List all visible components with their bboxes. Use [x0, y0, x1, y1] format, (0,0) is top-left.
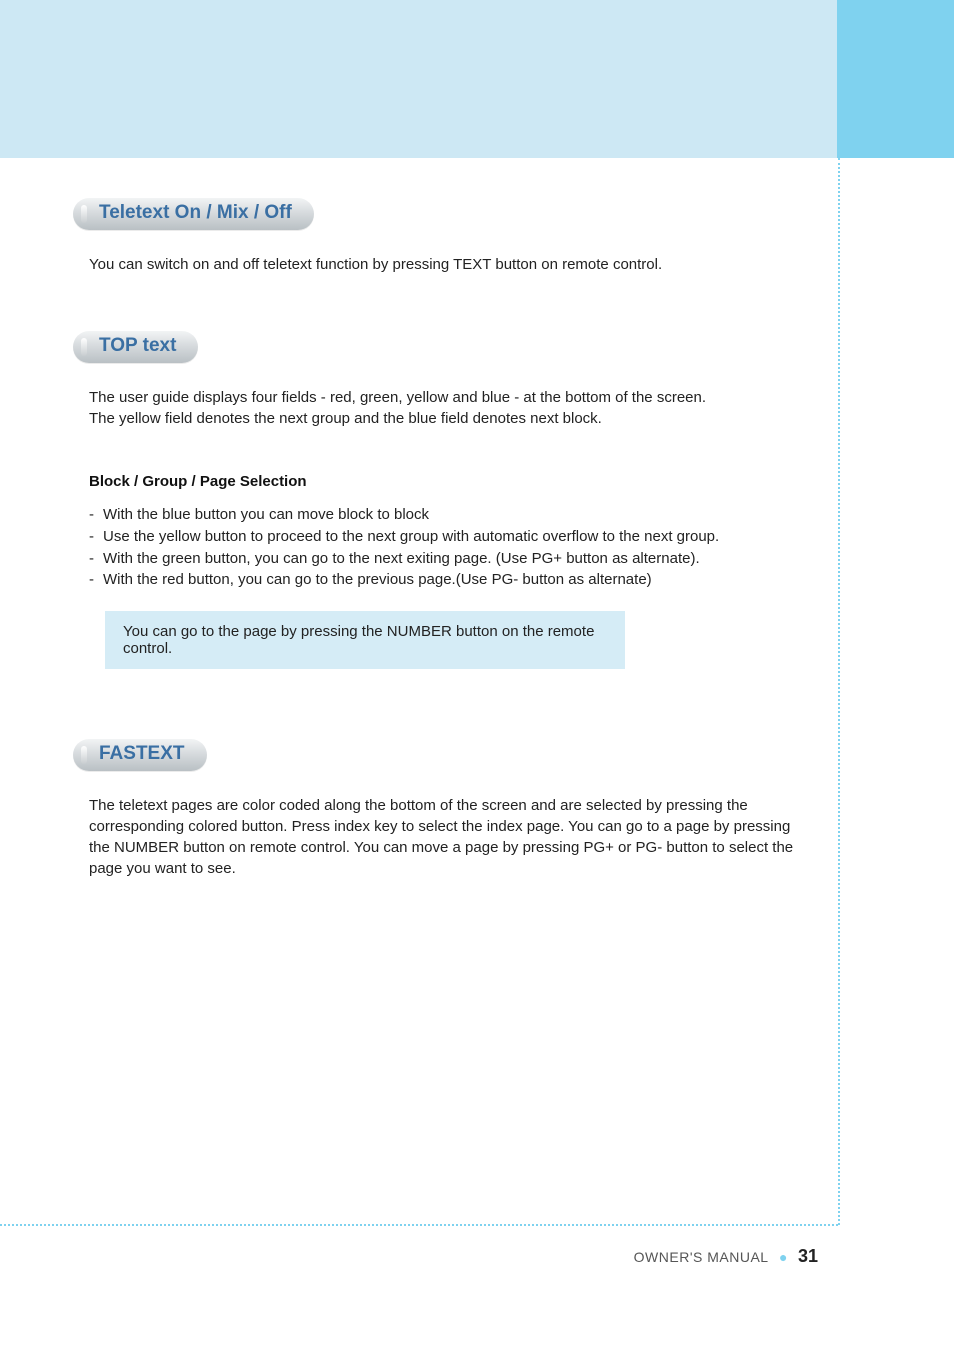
footer-bullet-icon: ●: [773, 1249, 793, 1265]
callout-box: You can go to the page by pressing the N…: [105, 611, 625, 669]
paragraph-line: The user guide displays four fields - re…: [89, 387, 813, 408]
bullet-list: With the blue button you can move block …: [89, 504, 813, 591]
top-banner: [0, 0, 954, 158]
page-footer: OWNER'S MANUAL ● 31: [0, 1246, 838, 1267]
list-item: Use the yellow button to proceed to the …: [89, 526, 813, 548]
section-heading-pill: FASTEXT: [73, 739, 207, 771]
list-item: With the red button, you can go to the p…: [89, 569, 813, 591]
footer-label: OWNER'S MANUAL: [634, 1249, 769, 1265]
page-content: Teletext On / Mix / Off You can switch o…: [73, 198, 813, 935]
footer-page-number: 31: [798, 1246, 818, 1266]
section-paragraph: The teletext pages are color coded along…: [89, 795, 813, 879]
section-teletext-on-mix-off: Teletext On / Mix / Off You can switch o…: [73, 198, 813, 275]
section-paragraph: The user guide displays four fields - re…: [89, 387, 813, 429]
section-heading-pill: Teletext On / Mix / Off: [73, 198, 314, 230]
sub-heading: Block / Group / Page Selection: [89, 473, 813, 490]
dotted-border-bottom: [0, 1224, 838, 1226]
section-fastext: FASTEXT The teletext pages are color cod…: [73, 739, 813, 879]
list-item: With the blue button you can move block …: [89, 504, 813, 526]
section-top-text: TOP text The user guide displays four fi…: [73, 331, 813, 669]
section-heading-pill: TOP text: [73, 331, 198, 363]
list-item: With the green button, you can go to the…: [89, 548, 813, 570]
dotted-border-right: [838, 158, 840, 1225]
paragraph-line: The yellow field denotes the next group …: [89, 408, 813, 429]
right-accent-strip: [837, 0, 954, 158]
section-paragraph: You can switch on and off teletext funct…: [89, 254, 813, 275]
